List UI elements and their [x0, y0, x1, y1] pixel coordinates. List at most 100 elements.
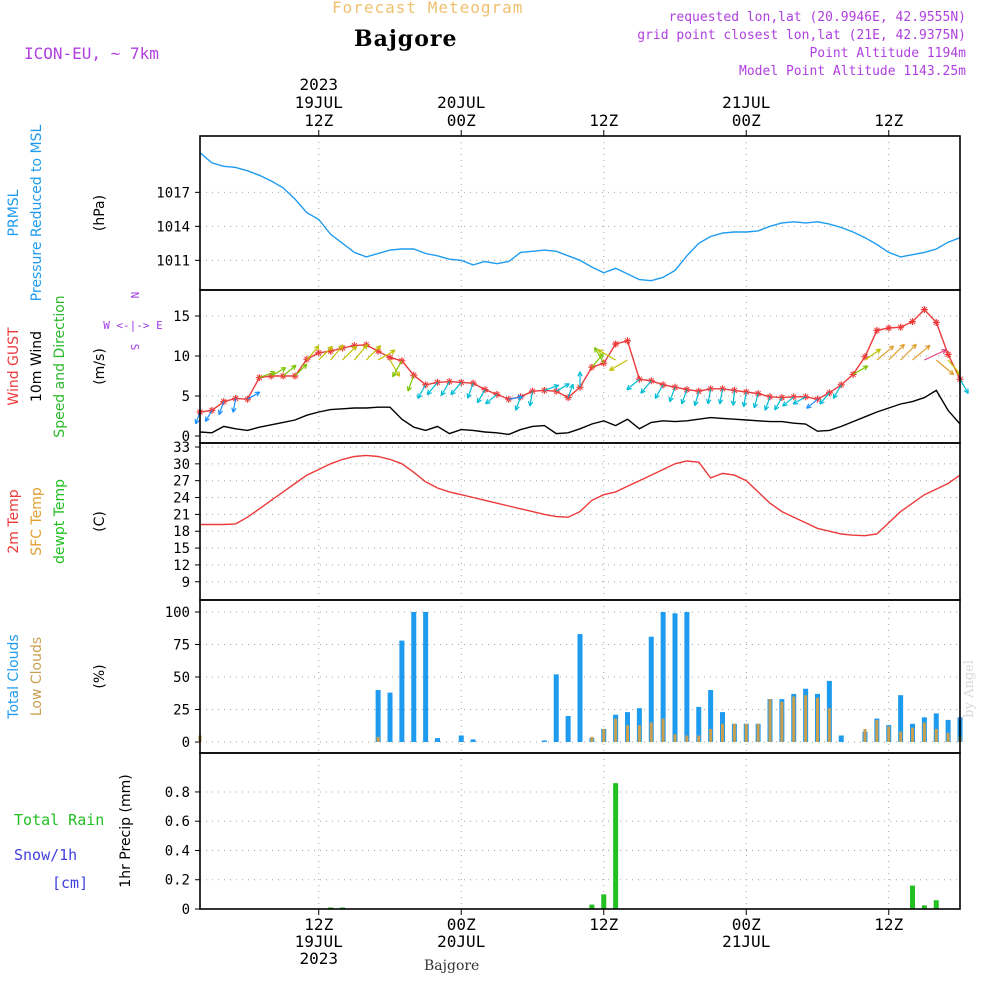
wind-arrow-head-b [577, 371, 581, 377]
wind-arrow-shaft [609, 359, 628, 371]
wind-arrow [959, 378, 969, 394]
axis-label: (m/s) [92, 348, 108, 385]
gust-marker [885, 324, 893, 332]
wind-arrow-head-a [391, 349, 396, 355]
precip-legend-label: Snow/1h [14, 846, 77, 864]
wind-arrow-shaft [764, 396, 771, 411]
wind-arrow-head-a [942, 349, 947, 355]
wind-arrow-head-b [925, 344, 931, 348]
wind-arrow [774, 397, 783, 411]
axis-label: 2m Temp [6, 489, 22, 553]
wind-arrow [353, 344, 368, 361]
wind-arrow [730, 390, 737, 406]
wind-arrow-head-a [354, 345, 358, 351]
wind-arrow-shaft [852, 365, 869, 375]
wind-arrow [947, 359, 962, 376]
wind-arrow-head-b [681, 399, 686, 405]
y-tick-label: 0.4 [165, 843, 190, 859]
faded-title: Forecast Meteogram [332, 0, 524, 17]
bar-total-clouds [375, 690, 381, 742]
x-tick-label-top: 12Z [304, 111, 333, 130]
bar-low-clouds [744, 723, 748, 742]
y-tick-label: 0.6 [165, 814, 190, 830]
wind-arrow [282, 364, 297, 377]
bar-total-clouds [708, 690, 714, 742]
wind-arrow-head-b [327, 345, 333, 349]
x-tick-label-top: 20JUL [437, 93, 485, 112]
axis-label: 10m Wind [29, 331, 45, 402]
line-wind-gust [199, 308, 961, 413]
wind-arrow [900, 343, 917, 361]
y-tick-label: 24 [173, 491, 190, 507]
wind-arrow-head-b [362, 344, 368, 348]
axis-label: SFC Temp [29, 487, 45, 556]
bar-total-clouds [684, 612, 690, 742]
wind-arrow-head-a [217, 409, 220, 415]
bar-low-clouds [780, 701, 784, 742]
bar-low-clouds [911, 727, 914, 742]
axis-label: Low Clouds [29, 637, 45, 716]
bar-low-clouds [661, 718, 665, 742]
wind-arrow-head-a [819, 399, 822, 405]
y-tick-label: 50 [173, 670, 190, 686]
wind-arrow [782, 396, 795, 407]
wind-arrow-head-a [365, 344, 368, 350]
header: Forecast Meteogram Bajgore ICON-EU, ~ 7k… [0, 0, 1000, 90]
wind-arrow [912, 344, 931, 361]
wind-arrow-shaft [876, 345, 895, 361]
axis-label: 1hr Precip (mm) [118, 774, 134, 887]
bar-low-clouds [934, 729, 938, 742]
wind-arrow-head-b [743, 402, 748, 408]
wind-arrow-head-b [417, 395, 423, 399]
wind-arrow [270, 367, 287, 377]
wind-arrow [294, 363, 308, 377]
wind-arrow-shaft [342, 345, 357, 361]
wind-arrow-head-b [517, 394, 523, 398]
bar-total-rain [921, 905, 927, 909]
bar-low-clouds [792, 696, 796, 742]
wind-arrow [741, 391, 748, 408]
gust-marker-d2 [874, 327, 880, 334]
wind-arrow-head-b [269, 370, 276, 373]
x-tick-label-top: 2023 [299, 75, 338, 94]
bar-total-rain [910, 885, 915, 909]
wind-arrow-shaft [959, 378, 969, 394]
wind-arrow-head-b [764, 406, 770, 411]
gust-marker [909, 318, 916, 326]
wind-arrow-shaft [389, 359, 400, 377]
axis-label: Total Clouds [6, 634, 22, 719]
x-tick-label-bottom: 19JUL [295, 932, 343, 951]
bar-low-clouds [673, 734, 677, 742]
wind-arrow-shaft [407, 374, 415, 392]
wind-arrow-head-a [668, 396, 671, 402]
wind-arrow [306, 345, 320, 361]
bar-low-clouds [709, 729, 713, 742]
wind-arrow-head-b [426, 392, 433, 396]
wind-arrow-head-a [626, 384, 630, 390]
bar-total-clouds [648, 636, 654, 742]
gust-marker-d2 [387, 354, 393, 361]
panel-frame [199, 135, 961, 291]
x-tick-label-bottom: 20JUL [437, 932, 485, 951]
wind-arrow [792, 396, 806, 405]
wind-arrow-head-b [626, 387, 632, 391]
panel-frame [199, 752, 961, 910]
wind-arrow-shaft [594, 347, 605, 364]
wind-arrow-head-b [290, 364, 297, 368]
y-tick-label: 27 [173, 474, 190, 490]
gust-marker [897, 323, 905, 331]
wind-arrow-head-a [450, 389, 453, 395]
line-prmsl [199, 152, 961, 282]
wind-arrow [935, 359, 955, 376]
wind-arrow-shaft [591, 353, 604, 368]
wind-arrow [555, 383, 570, 392]
panel-wind: 0 5 10 15 N W <-|-> E S Wind GUST 10m Wind Speed … [6, 289, 969, 445]
wind-arrow-head-b [707, 399, 712, 405]
bar-total-clouds [838, 735, 844, 742]
bar-low-clouds [614, 718, 618, 742]
wind-arrow-shaft [947, 359, 961, 376]
wind-arrow-head-b [806, 406, 812, 409]
wind-arrow-head-a [782, 401, 786, 407]
y-tick-label: 9 [182, 575, 190, 591]
